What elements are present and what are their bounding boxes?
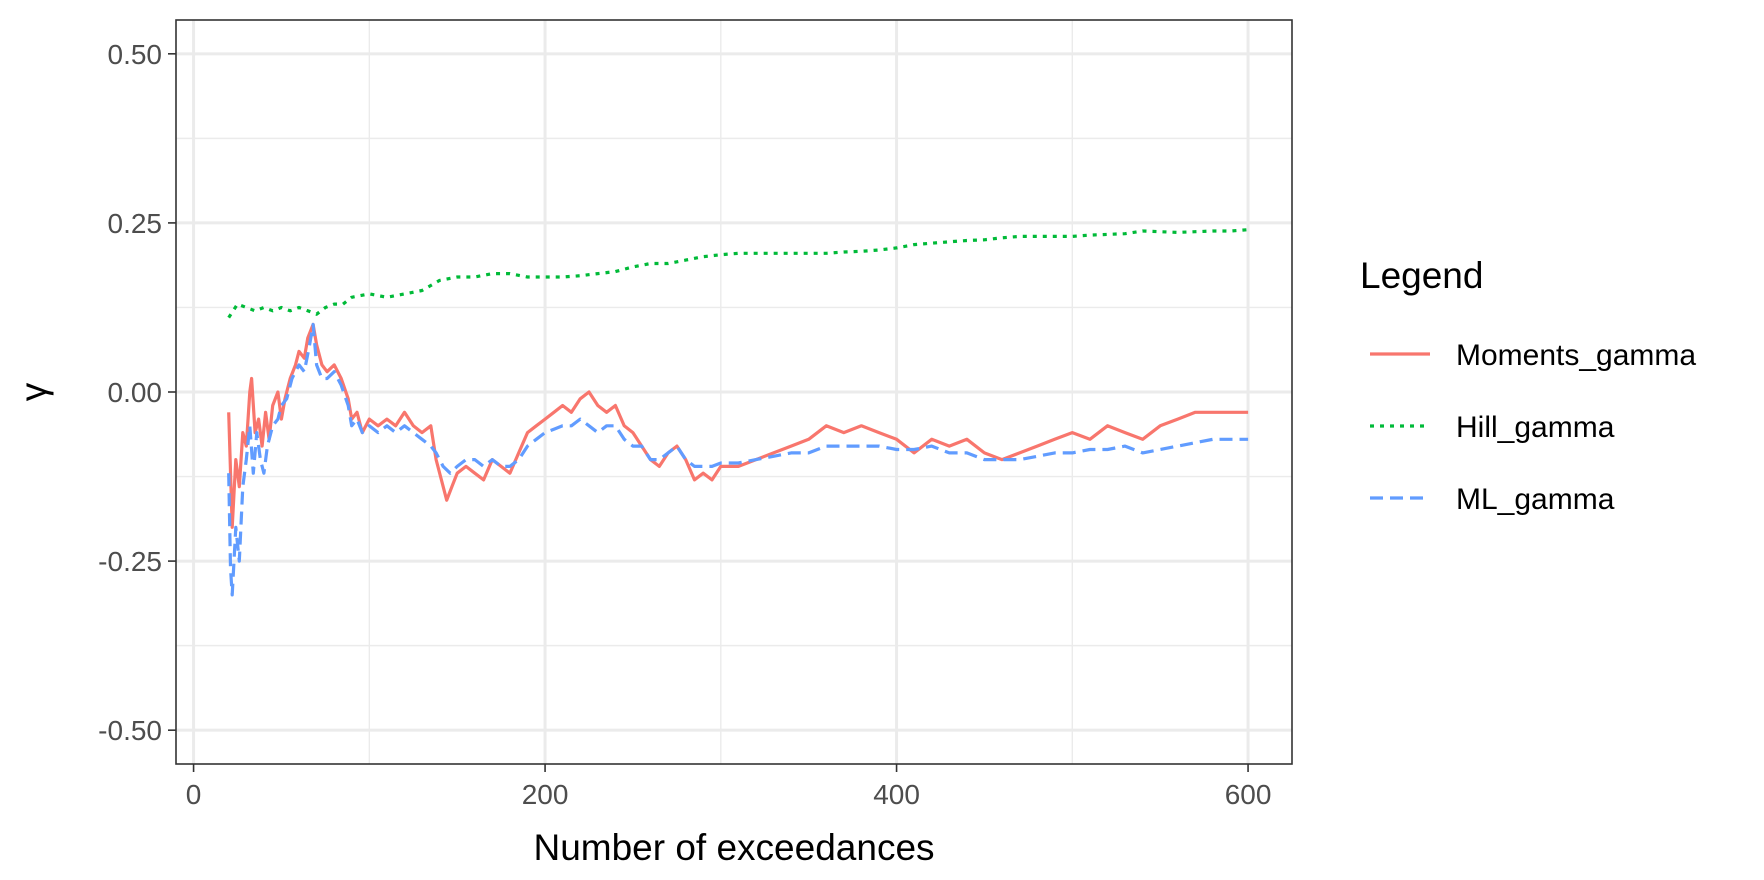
- plot-panel: [175, 19, 1293, 765]
- legend-label-Hill_gamma: Hill_gamma: [1456, 411, 1615, 444]
- series-line-Moments_gamma: [227, 322, 1249, 529]
- legend-title: Legend: [1360, 255, 1483, 296]
- y-axis-title: γ: [13, 382, 54, 401]
- x-tick-label: 400: [873, 779, 920, 810]
- x-axis-title: Number of exceedances: [533, 827, 934, 868]
- y-tick-label: 0.50: [108, 39, 163, 70]
- legend-items: Moments_gamma Hill_gamma ML_gamma: [1370, 339, 1696, 516]
- y-tick-label: 0.00: [108, 377, 163, 408]
- series-line-Hill_gamma: [227, 228, 1249, 319]
- x-tick-label: 0: [186, 779, 202, 810]
- y-tick-label: 0.25: [108, 208, 163, 239]
- y-axis: -0.50 -0.25 0.00 0.25 0.50: [98, 39, 176, 746]
- grid-major: [176, 20, 1292, 764]
- legend-label-Moments_gamma: Moments_gamma: [1456, 339, 1696, 372]
- y-tick-label: -0.50: [98, 715, 162, 746]
- x-tick-label: 600: [1225, 779, 1272, 810]
- legend-label-ML_gamma: ML_gamma: [1456, 483, 1615, 516]
- x-tick-label: 200: [522, 779, 569, 810]
- x-axis: 0 200 400 600: [186, 764, 1272, 810]
- legend: Legend Moments_gamma Hill_gamma ML_gamma: [1360, 255, 1696, 516]
- series-line-ML_gamma: [227, 322, 1249, 597]
- series-layer: [227, 228, 1249, 597]
- y-tick-label: -0.25: [98, 546, 162, 577]
